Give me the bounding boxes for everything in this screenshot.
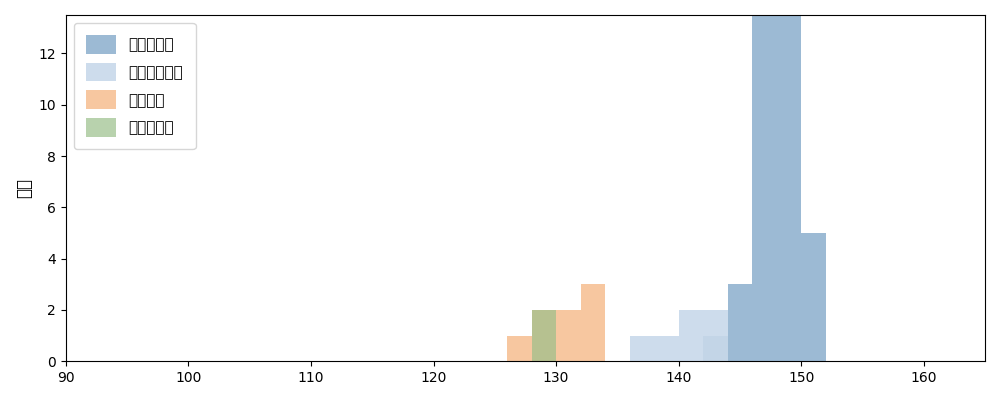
- Legend: ストレート, カットボール, フォーク, スライダー: ストレート, カットボール, フォーク, スライダー: [74, 23, 196, 149]
- Bar: [801, 233, 826, 361]
- Bar: [507, 336, 532, 361]
- Bar: [654, 336, 679, 361]
- Bar: [777, 0, 801, 361]
- Bar: [532, 310, 556, 361]
- Bar: [703, 310, 728, 361]
- Bar: [728, 284, 752, 361]
- Y-axis label: 球数: 球数: [15, 178, 33, 198]
- Bar: [581, 284, 605, 361]
- Bar: [630, 336, 654, 361]
- Bar: [532, 310, 556, 361]
- Bar: [752, 0, 777, 361]
- Bar: [703, 336, 728, 361]
- Bar: [556, 310, 581, 361]
- Bar: [679, 310, 703, 361]
